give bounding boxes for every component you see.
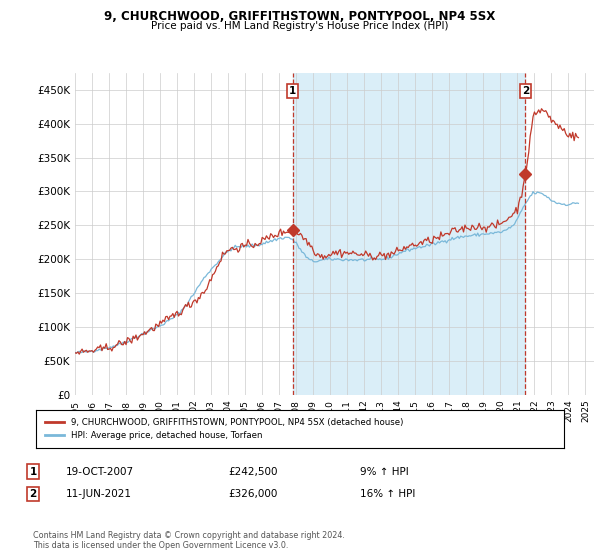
Text: 11-JUN-2021: 11-JUN-2021 [66, 489, 132, 499]
Legend: 9, CHURCHWOOD, GRIFFITHSTOWN, PONTYPOOL, NP4 5SX (detached house), HPI: Average : 9, CHURCHWOOD, GRIFFITHSTOWN, PONTYPOOL,… [41, 414, 406, 444]
Text: 2: 2 [29, 489, 37, 499]
Text: 1: 1 [29, 466, 37, 477]
Text: 1: 1 [289, 86, 296, 96]
Text: £326,000: £326,000 [228, 489, 277, 499]
Text: 9% ↑ HPI: 9% ↑ HPI [360, 466, 409, 477]
Text: Contains HM Land Registry data © Crown copyright and database right 2024.
This d: Contains HM Land Registry data © Crown c… [33, 531, 345, 550]
Text: 16% ↑ HPI: 16% ↑ HPI [360, 489, 415, 499]
Text: £242,500: £242,500 [228, 466, 277, 477]
Text: Price paid vs. HM Land Registry's House Price Index (HPI): Price paid vs. HM Land Registry's House … [151, 21, 449, 31]
Text: 19-OCT-2007: 19-OCT-2007 [66, 466, 134, 477]
Text: 2: 2 [521, 86, 529, 96]
Bar [293, 73, 525, 395]
Text: 9, CHURCHWOOD, GRIFFITHSTOWN, PONTYPOOL, NP4 5SX: 9, CHURCHWOOD, GRIFFITHSTOWN, PONTYPOOL,… [104, 10, 496, 23]
